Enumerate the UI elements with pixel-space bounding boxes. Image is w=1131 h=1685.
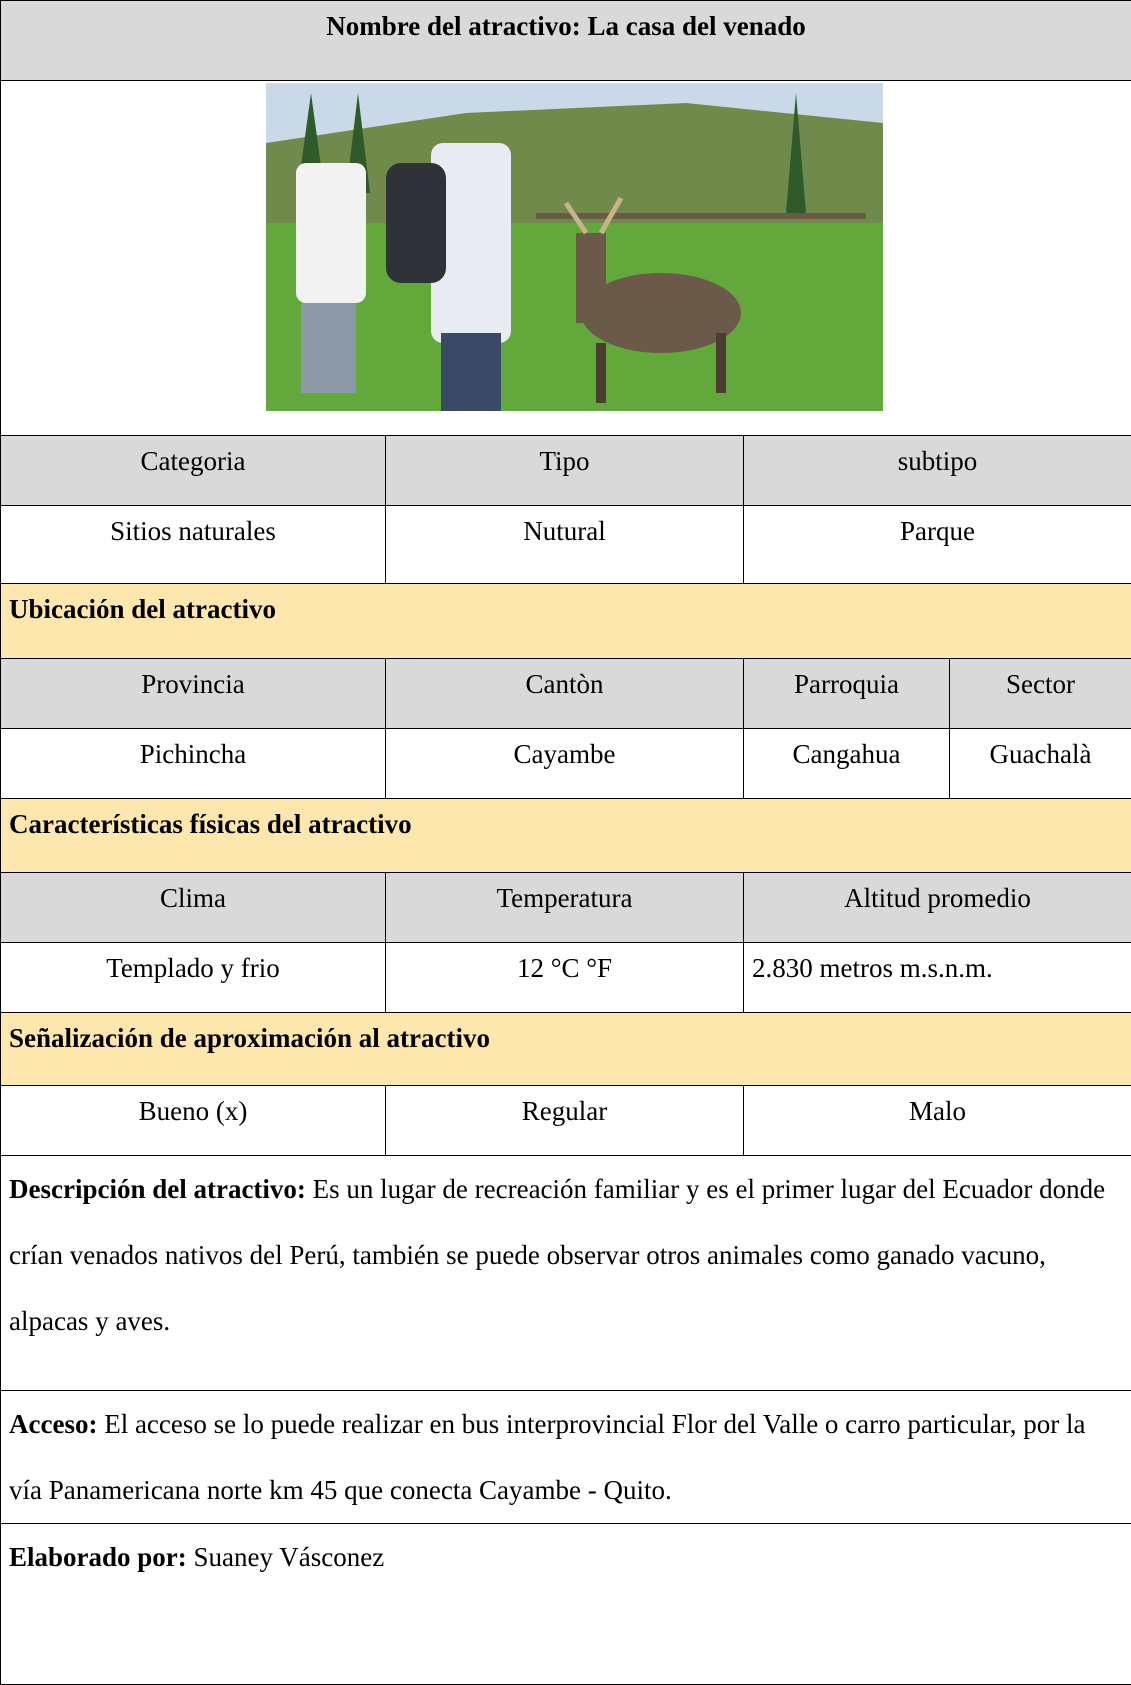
location-header: Provincia (1, 659, 386, 729)
class-header: Tipo (386, 436, 744, 506)
author-text: Suaney Vásconez (194, 1542, 385, 1572)
class-value: Sitios naturales (1, 506, 386, 584)
description: Descripción del atractivo: Es un lugar d… (1, 1156, 1131, 1391)
location-header: Cantòn (386, 659, 744, 729)
location-value: Cayambe (386, 729, 744, 799)
class-value: Parque (744, 506, 1131, 584)
location-value: Cangahua (744, 729, 950, 799)
photo (266, 83, 883, 411)
physical-value: 12 °C °F (386, 943, 744, 1013)
location-header: Sector (950, 659, 1131, 729)
signage-value: Malo (744, 1086, 1131, 1156)
author: Elaborado por: Suaney Vásconez (1, 1524, 1131, 1685)
class-value: Nutural (386, 506, 744, 584)
description-label: Descripción del atractivo: (9, 1174, 306, 1204)
physical-header: Altitud promedio (744, 873, 1131, 943)
class-header: Categoria (1, 436, 386, 506)
class-header: subtipo (744, 436, 1131, 506)
signage-value: Regular (386, 1086, 744, 1156)
access-label: Acceso: (9, 1409, 97, 1439)
author-label: Elaborado por: (9, 1542, 187, 1572)
physical-value: 2.830 metros m.s.n.m. (744, 943, 1131, 1013)
location-value: Guachalà (950, 729, 1131, 799)
section-title: Características físicas del atractivo (1, 799, 1131, 873)
physical-header: Clima (1, 873, 386, 943)
section-title: Ubicación del atractivo (1, 584, 1131, 659)
access: Acceso: El acceso se lo puede realizar e… (1, 1391, 1131, 1524)
sheet-title: Nombre del atractivo: La casa del venado (1, 1, 1131, 81)
physical-header: Temperatura (386, 873, 744, 943)
section-title: Señalización de aproximación al atractiv… (1, 1013, 1131, 1086)
photo-cell (1, 81, 1131, 436)
location-value: Pichincha (1, 729, 386, 799)
signage-value: Bueno (x) (1, 1086, 386, 1156)
physical-value: Templado y frio (1, 943, 386, 1013)
access-text: El acceso se lo puede realizar en bus in… (9, 1409, 1085, 1505)
location-header: Parroquia (744, 659, 950, 729)
